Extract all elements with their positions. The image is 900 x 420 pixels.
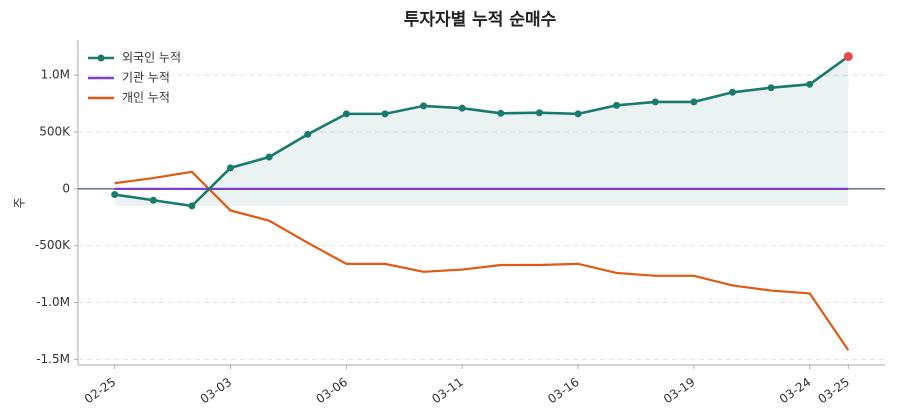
y-tick-label: -1.0M	[36, 295, 70, 309]
point	[381, 110, 389, 118]
y-tick-label: 1.0M	[41, 68, 70, 82]
y-tick-label: 0	[62, 181, 70, 195]
point	[690, 98, 698, 106]
legend-label: 외국인 누적	[122, 51, 181, 65]
x-tick-label: 03-06	[313, 375, 350, 406]
point	[111, 191, 119, 199]
y-tick-label: -500K	[35, 238, 71, 252]
point	[843, 51, 853, 61]
x-tick-label: 03-11	[429, 375, 466, 406]
point	[806, 80, 814, 88]
point	[265, 153, 273, 161]
point	[227, 164, 235, 172]
point	[149, 196, 157, 204]
point	[767, 84, 775, 92]
point	[188, 202, 196, 210]
point	[613, 101, 621, 109]
x-tick-label: 03-16	[545, 375, 582, 406]
y-axis-label: 주	[13, 197, 27, 208]
point	[497, 109, 505, 117]
x-tick-label: 03-25	[815, 375, 852, 406]
point	[574, 110, 582, 118]
area	[114, 56, 849, 206]
legend-marker	[97, 54, 105, 62]
legend-label: 기관 누적	[122, 71, 170, 85]
series-line	[114, 55, 850, 208]
legend-label: 개인 누적	[122, 91, 170, 105]
point	[458, 104, 466, 112]
x-tick-label: 02-25	[82, 375, 119, 406]
x-tick-label: 03-19	[661, 375, 698, 406]
x-tick-label: 03-03	[198, 375, 235, 406]
point	[728, 88, 736, 96]
y-tick-label: 500K	[39, 125, 71, 139]
x-tick-label: 03-24	[777, 375, 814, 406]
y-tick-label: -1.5M	[36, 352, 70, 366]
point	[420, 102, 428, 110]
chart-title: 투자자별 누적 순매수	[404, 10, 557, 30]
point	[304, 130, 312, 138]
point	[651, 98, 659, 106]
series-line	[114, 170, 850, 351]
point	[342, 110, 350, 118]
point	[535, 109, 543, 117]
